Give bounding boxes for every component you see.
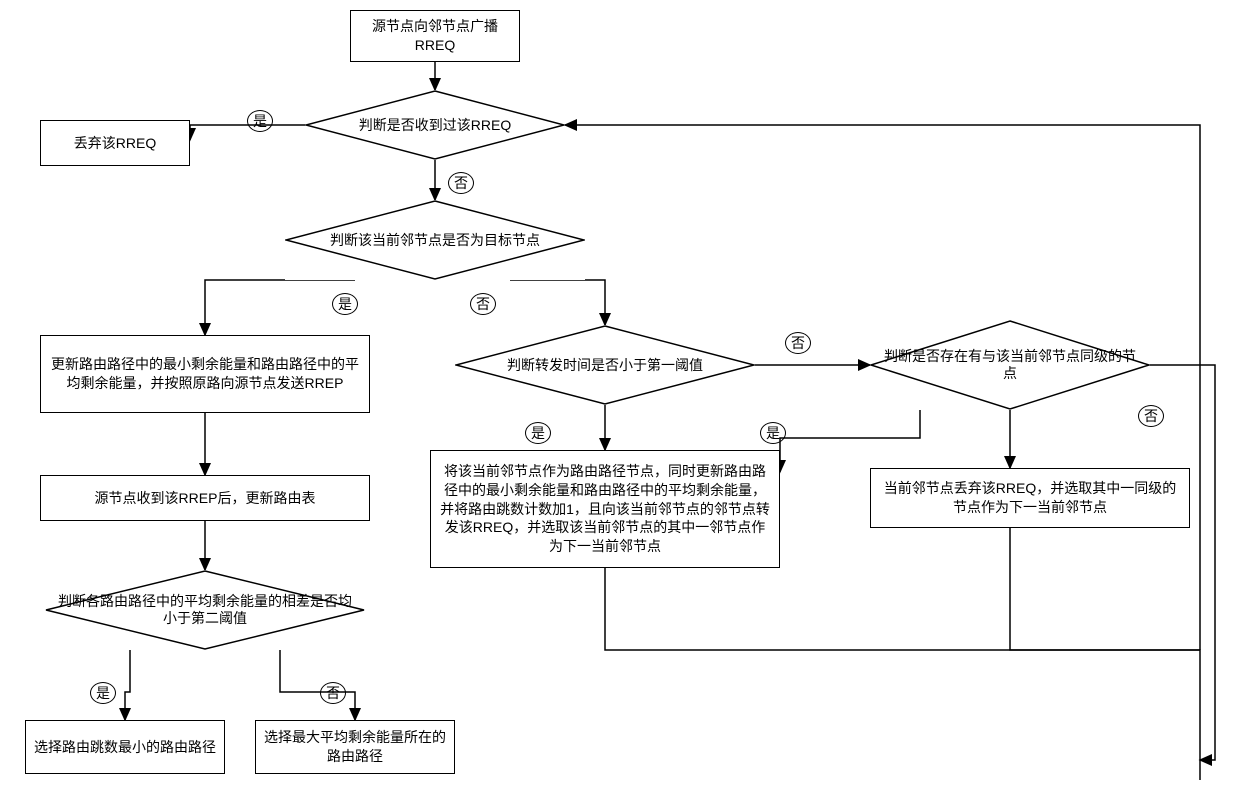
edge-label-l8: 否: [1138, 405, 1164, 427]
edge-label-l2: 否: [448, 172, 474, 194]
flowchart-node-n8: 源节点收到该RREP后，更新路由表: [40, 475, 370, 521]
edge-label-l6: 是: [525, 422, 551, 444]
flowchart-node-n4: 判断该当前邻节点是否为目标节点: [285, 200, 585, 280]
edge-label-l3: 是: [332, 293, 358, 315]
flowchart-node-n7: 判断是否存在有与该当前邻节点同级的节点: [870, 320, 1150, 410]
flowchart-node-n2: 丢弃该RREQ: [40, 120, 190, 166]
flowchart-node-n3: 判断是否收到过该RREQ: [305, 90, 565, 160]
edge-label-l1: 是: [247, 110, 273, 132]
flowchart-node-n1: 源节点向邻节点广播RREQ: [350, 10, 520, 62]
flowchart-node-n9: 将该当前邻节点作为路由路径节点，同时更新路由路径中的最小剩余能量和路由路径中的平…: [430, 450, 780, 568]
edge-label-l9: 是: [90, 682, 116, 704]
flowchart-node-n12: 选择路由跳数最小的路由路径: [25, 720, 225, 774]
edge-label-l10: 否: [320, 682, 346, 704]
flowchart-node-n10: 当前邻节点丢弃该RREQ，并选取其中一同级的节点作为下一当前邻节点: [870, 468, 1190, 528]
edge-label-l5: 否: [785, 332, 811, 354]
edge-label-l7: 是: [760, 422, 786, 444]
flowchart-node-n6: 判断转发时间是否小于第一阈值: [455, 325, 755, 405]
flowchart-node-n13: 选择最大平均剩余能量所在的路由路径: [255, 720, 455, 774]
edge-label-l4: 否: [470, 293, 496, 315]
flowchart-node-n11: 判断各路由路径中的平均剩余能量的相差是否均小于第二阈值: [45, 570, 365, 650]
flowchart-node-n5: 更新路由路径中的最小剩余能量和路由路径中的平均剩余能量，并按照原路向源节点发送R…: [40, 335, 370, 413]
